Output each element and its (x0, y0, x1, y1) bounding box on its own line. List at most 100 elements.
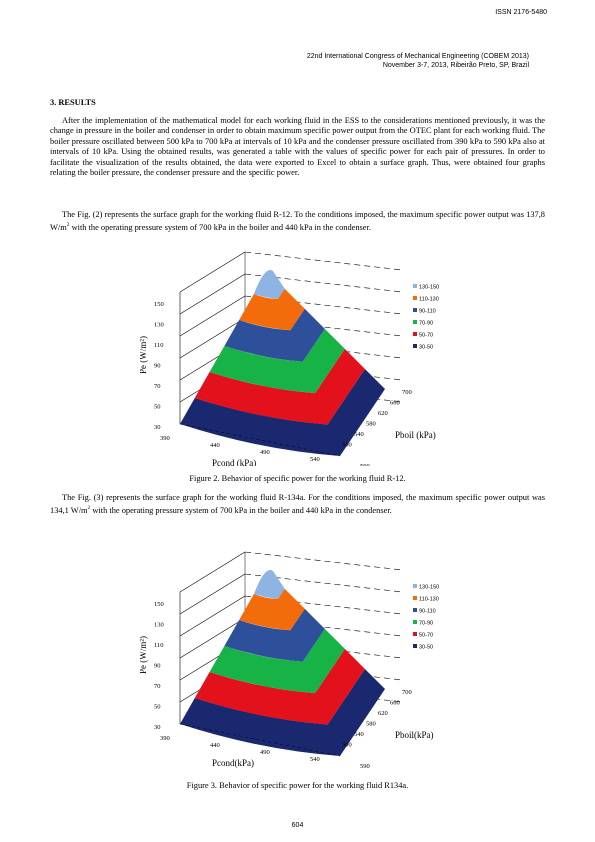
fig2-x-tick: 490 (260, 449, 270, 456)
fig2-legend-swatch (413, 296, 417, 300)
fig3-z-tick: 660 (390, 700, 400, 707)
fig2-legend-swatch (413, 332, 417, 336)
fig2-x-tick: 590 (360, 463, 370, 466)
paragraph-2: The Fig. (2) represents the surface grap… (50, 210, 545, 234)
fig2-y-tick: 70 (154, 383, 161, 390)
fig3-x-axis-label: Pcond(kPa) (212, 758, 254, 768)
fig3-surface (180, 569, 385, 756)
fig2-band-70-90 (209, 328, 345, 394)
fig2-grid-back (244, 273, 403, 293)
fig2-x-tick: 540 (310, 456, 320, 463)
fig3-x-ticks: 390 440 490 540 590 (160, 735, 370, 770)
fig2-x-tick: 440 (210, 442, 220, 449)
fig3-legend-label: 70-90 (419, 621, 433, 627)
fig3-x-tick: 540 (310, 756, 320, 763)
fig3-legend-swatch (413, 632, 417, 636)
fig3-band-110-130 (239, 588, 305, 631)
fig2-legend-label: 110-130 (419, 297, 439, 303)
fig2-z-tick: 620 (378, 410, 388, 417)
fig3-band-70-90 (209, 628, 345, 694)
fig2-z-axis-label: Pboil (kPa) (395, 430, 436, 440)
fig3-z-tick: 540 (354, 731, 364, 738)
fig2-y-tick: 90 (154, 363, 161, 370)
section-title: 3. RESULTS (50, 98, 96, 107)
fig3-y-tick: 90 (154, 663, 161, 670)
fig2-y-axis-label: Pe (W/m²) (140, 336, 148, 374)
fig3-x-tick: 590 (360, 763, 370, 769)
fig2-band-30-50 (180, 368, 385, 456)
fig3-legend-swatch (413, 608, 417, 612)
fig3-legend-swatch (413, 620, 417, 624)
fig3-band-90-110 (224, 608, 325, 662)
fig3-y-tick: 30 (154, 724, 161, 731)
fig3-legend-label: 30-50 (419, 645, 433, 651)
fig2-z-tick: 540 (354, 431, 364, 438)
fig3-grid-back (244, 617, 403, 637)
paragraph-3-text-a: The Fig. (3) represents the surface grap… (50, 493, 545, 516)
fig2-grid-left (179, 251, 246, 293)
paragraph-2-text-a: The Fig. (2) represents the surface grap… (50, 210, 545, 233)
fig3-y-ticks: 150 130 110 90 70 50 30 (154, 601, 164, 731)
fig3-z-tick: 580 (366, 721, 376, 728)
paragraph-2-sup: 2 (66, 222, 70, 229)
fig2-grid-back (244, 317, 403, 337)
fig3-legend-label: 50-70 (419, 633, 433, 639)
conference-line-2: November 3-7, 2013, Ribeirão Preto, SP, … (382, 61, 529, 69)
fig3-grid-left (179, 551, 246, 593)
fig3-x-tick: 390 (160, 735, 170, 742)
fig3-band-50-70 (194, 648, 365, 725)
figure-3-surface-chart: 150 130 110 90 70 50 30 390 440 490 540 590 70066062… (138, 551, 439, 770)
fig3-x-tick: 490 (260, 749, 270, 756)
fig3-legend-swatch (413, 584, 417, 588)
fig2-z-tick: 660 (390, 400, 400, 407)
fig3-band-30-50 (180, 668, 385, 756)
fig3-legend-label: 90-110 (419, 609, 436, 615)
fig3-grid-back (244, 639, 403, 659)
figure-2-caption: Figure 2. Behavior of specific power for… (189, 474, 406, 483)
fig3-y-tick: 130 (154, 622, 164, 629)
fig3-grid-back (244, 661, 403, 681)
fig2-grid-left (179, 273, 246, 315)
fig2-legend-label: 30-50 (419, 345, 433, 351)
paragraph-2-text-b: with the operating pressure system of 70… (69, 223, 371, 233)
fig3-legend-label: 130-150 (419, 585, 439, 591)
fig3-legend-swatch (413, 644, 417, 648)
fig2-grid-back (244, 295, 403, 315)
fig2-y-tick: 30 (154, 424, 161, 431)
fig3-legend-label: 110-130 (419, 597, 439, 603)
paragraph-3-sup: 2 (87, 505, 91, 512)
fig2-legend-label: 130-150 (419, 285, 439, 291)
paragraph-3-text-b: with the operating pressure system of 70… (90, 506, 392, 516)
fig3-legend: 130-150 110-130 90-110 70-90 50-70 30-50 (413, 584, 439, 651)
fig3-grid-left (179, 617, 246, 659)
fig2-grid-back (244, 339, 403, 359)
figure-2-surface-chart: 150 130 110 90 70 50 30 390 440 490 540 590 70066062… (138, 251, 439, 470)
conference-header: 22nd International Congress of Mechanica… (307, 53, 529, 70)
fig3-grid-left (179, 573, 246, 615)
fig3-y-axis-label: Pe (W/m²) (140, 636, 148, 674)
fig2-y-tick: 150 (154, 301, 164, 308)
fig2-legend-label: 70-90 (419, 321, 433, 327)
fig2-z-tick: 580 (366, 421, 376, 428)
fig2-peak (253, 269, 285, 299)
fig2-x-axis-label: Pcond (kPa) (212, 458, 256, 466)
fig2-grid-back (244, 251, 403, 271)
fig2-legend-swatch (413, 344, 417, 348)
page-number: 604 (291, 822, 304, 829)
fig2-band-90-110 (224, 308, 325, 362)
fig2-legend-swatch (413, 320, 417, 324)
fig2-band-110-130 (239, 288, 305, 331)
paragraph-1: After the implementation of the mathemat… (50, 116, 545, 178)
fig3-grid-back (244, 595, 403, 615)
paragraph-3: The Fig. (3) represents the surface grap… (50, 493, 545, 517)
fig2-legend-swatch (413, 284, 417, 288)
fig3-x-tick: 440 (210, 742, 220, 749)
fig3-z-axis-label: Pboil(kPa) (395, 730, 434, 740)
fig2-x-tick: 390 (160, 435, 170, 442)
issn-header: ISSN 2176-5480 (495, 9, 547, 16)
fig3-grid-back (244, 573, 403, 593)
fig2-legend-label: 90-110 (419, 309, 436, 315)
figure-3-caption: Figure 3. Behavior of specific power for… (186, 781, 409, 790)
